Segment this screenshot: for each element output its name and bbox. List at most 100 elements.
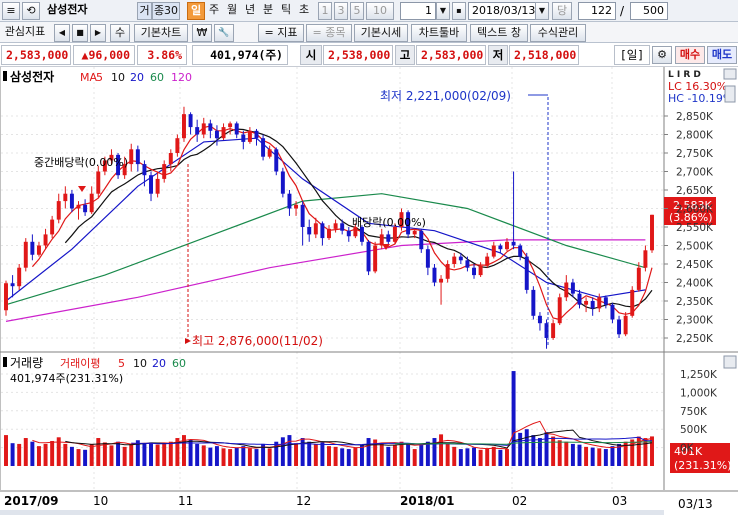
- period-day[interactable]: 일: [187, 2, 205, 20]
- ann-high: 최고 2,876,000(11/02): [192, 334, 323, 348]
- period-week[interactable]: 주: [208, 3, 220, 16]
- total-input[interactable]: 500: [630, 2, 668, 20]
- num-5[interactable]: 5: [350, 2, 364, 20]
- candle-body: [168, 153, 173, 165]
- tab-jong30[interactable]: 종30: [152, 2, 180, 20]
- tab-geo[interactable]: 거: [137, 2, 152, 20]
- menu-indicator[interactable]: = 지표: [258, 24, 304, 42]
- volume-bar: [234, 447, 239, 466]
- num-3[interactable]: 3: [334, 2, 348, 20]
- volume-bar: [584, 446, 589, 466]
- price-tick-label: 2,550K: [676, 222, 714, 234]
- candle-body: [162, 164, 167, 179]
- count-input[interactable]: 122: [578, 2, 616, 20]
- volume-bar: [89, 443, 94, 466]
- menu-chart-toolbar[interactable]: 차트툴바: [411, 24, 467, 42]
- interval-input[interactable]: 1: [400, 2, 436, 20]
- stock-chart[interactable]: 삼성전자 MA 5 10 20 60 120 L I R D LC 16.30%…: [0, 67, 738, 515]
- volume-bar: [346, 449, 351, 466]
- candle-body: [241, 134, 246, 142]
- candle-body: [50, 219, 55, 235]
- candle-body: [346, 230, 351, 237]
- vol-tick-label: 1,000K: [680, 387, 718, 399]
- candle-body: [399, 212, 404, 227]
- period-second[interactable]: 초: [298, 3, 310, 16]
- menu-button[interactable]: ≡: [2, 2, 20, 20]
- next-icon[interactable]: ▶: [90, 24, 106, 42]
- candle-body: [280, 171, 285, 194]
- menu-basic-quote[interactable]: 기본시세: [354, 24, 408, 42]
- period-year[interactable]: 년: [244, 3, 256, 16]
- low-label: 저: [488, 45, 508, 65]
- vol-tick-label: 1,250K: [680, 369, 718, 381]
- date-dropdown-icon[interactable]: ▼: [535, 2, 549, 20]
- dang-button[interactable]: 당: [552, 2, 572, 20]
- candle-body: [439, 278, 444, 283]
- candle-body: [412, 230, 417, 235]
- vol-pane-close-icon[interactable]: [723, 355, 737, 369]
- volume-bar: [294, 443, 299, 466]
- settings-icon[interactable]: ⚙: [652, 46, 672, 64]
- period-tick[interactable]: 틱: [280, 3, 292, 16]
- vol-avg-20-line: [131, 436, 653, 446]
- candle-body: [149, 175, 153, 194]
- volume-bar: [333, 446, 338, 466]
- candle-body: [564, 282, 569, 298]
- calendar-icon[interactable]: ▪: [452, 2, 466, 20]
- candle-body: [643, 250, 648, 268]
- candle-body: [109, 154, 114, 161]
- menu-text-window[interactable]: 텍스트 창: [470, 24, 528, 42]
- scroll-up-icon[interactable]: [724, 85, 736, 103]
- volume-bar: [307, 441, 312, 466]
- open-price: 2,538,000: [323, 45, 393, 65]
- ma-10: 10: [111, 71, 125, 84]
- date-input[interactable]: 2018/03/13: [468, 2, 536, 20]
- hc-rate: HC -10.19%: [668, 92, 733, 105]
- price-tick-label: 2,700K: [676, 167, 714, 179]
- candles: [4, 94, 654, 349]
- candle-body: [10, 283, 15, 287]
- ann-dividend-2: 배당락(0.00%): [352, 216, 426, 229]
- candle-body: [458, 256, 463, 261]
- scale-toggle[interactable]: [723, 68, 737, 80]
- wrench-icon[interactable]: 🔧: [214, 24, 234, 42]
- stop-icon[interactable]: ■: [72, 24, 88, 42]
- volume-bar: [155, 444, 160, 466]
- open-label: 시: [300, 45, 322, 65]
- prev-icon[interactable]: ◀: [54, 24, 70, 42]
- volume-bar: [10, 443, 15, 466]
- horizontal-scrollbar[interactable]: [0, 510, 664, 515]
- menu-basic-chart[interactable]: 기본차트: [134, 24, 188, 42]
- candle-body: [247, 130, 252, 142]
- volume-bar: [201, 445, 206, 466]
- candle-body: [597, 297, 602, 309]
- candle-body: [518, 245, 523, 257]
- refresh-icon[interactable]: ⟲: [22, 2, 40, 20]
- num-1[interactable]: 1: [318, 2, 332, 20]
- volume-bar: [531, 435, 536, 466]
- lird-tool[interactable]: L I R D: [668, 70, 701, 80]
- candle-body: [122, 164, 127, 176]
- won-icon[interactable]: ₩: [192, 24, 212, 42]
- stock-name-field[interactable]: 삼성전자: [47, 3, 88, 16]
- price-bar: 2,583,000 ▲96,000 3.86% 401,974(주) 시 2,5…: [0, 43, 738, 67]
- period-minute[interactable]: 분: [262, 3, 274, 16]
- sell-button[interactable]: 매도: [707, 46, 737, 64]
- num-10[interactable]: 10: [366, 2, 394, 20]
- interval-dropdown-icon[interactable]: ▼: [436, 2, 450, 20]
- period-month[interactable]: 월: [226, 3, 238, 16]
- candle-body: [102, 160, 107, 172]
- candle-body: [537, 315, 542, 324]
- menu-su[interactable]: 수: [110, 24, 130, 42]
- buy-button[interactable]: 매수: [675, 46, 705, 64]
- candle-body: [313, 223, 318, 235]
- menu-관심지표[interactable]: 관심지표: [4, 25, 46, 38]
- price-tick-label: 2,350K: [676, 296, 714, 308]
- volume-bar: [570, 443, 575, 466]
- x-label-2018-01: 2018/01: [400, 494, 454, 508]
- menu-stock[interactable]: = 종목: [306, 24, 352, 42]
- candle-body: [432, 267, 437, 283]
- candle-body: [584, 301, 589, 305]
- volume-bar: [557, 440, 562, 466]
- menu-formula[interactable]: 수식관리: [530, 24, 586, 42]
